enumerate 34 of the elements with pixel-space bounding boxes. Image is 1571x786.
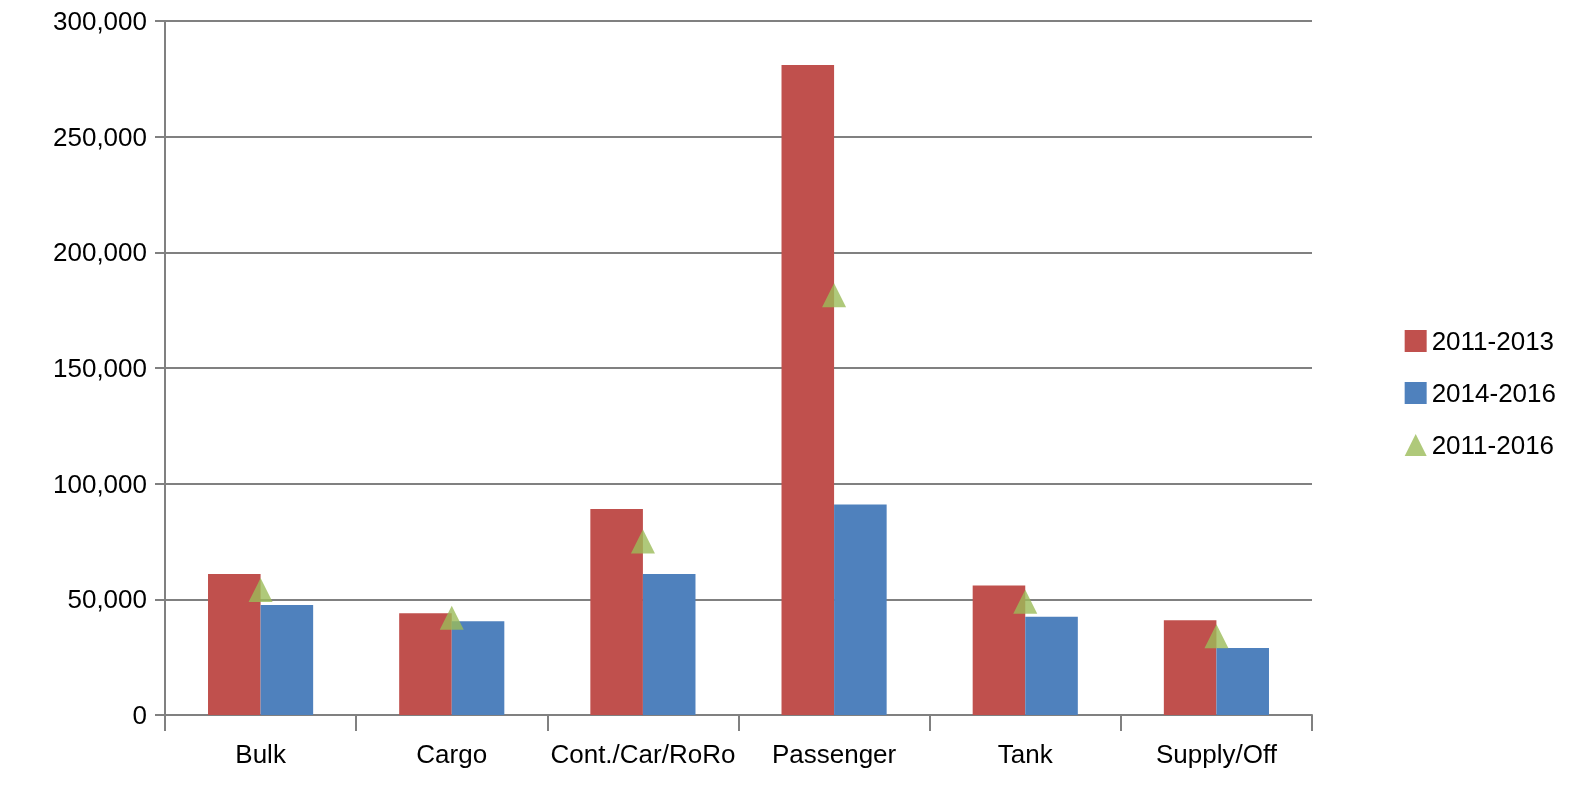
- bar: [208, 573, 261, 715]
- y-tick-label: 100,000: [53, 468, 147, 499]
- legend-label: 2011-2016: [1431, 430, 1555, 460]
- point: [439, 605, 464, 630]
- bar: [972, 585, 1026, 715]
- bar: [781, 64, 835, 715]
- x-tick-label: Bulk: [235, 739, 287, 769]
- point: [1204, 624, 1229, 649]
- bar: [1216, 647, 1269, 715]
- y-tick-label: 250,000: [53, 121, 147, 152]
- x-tick-label: Cont./Car/RoRo: [550, 739, 736, 769]
- point: [248, 578, 273, 603]
- y-tick-label: 50,000: [67, 584, 147, 615]
- y-tick-label: 200,000: [53, 237, 147, 268]
- point: [1013, 589, 1038, 614]
- legend-label: 2011-2013: [1431, 326, 1555, 356]
- point: [630, 529, 655, 554]
- bar: [1163, 620, 1217, 715]
- bar: [834, 504, 887, 715]
- x-tick-label: Tank: [997, 739, 1054, 769]
- legend-label: 2014-2016: [1431, 378, 1557, 408]
- bar: [590, 509, 643, 715]
- point: [822, 283, 847, 308]
- bar: [399, 613, 452, 715]
- bar: [451, 621, 505, 715]
- bar: [642, 573, 696, 715]
- bar: [260, 605, 314, 715]
- y-tick-label: 300,000: [53, 6, 147, 36]
- bar: [1025, 616, 1078, 715]
- x-tick-label: Passenger: [771, 739, 897, 769]
- y-tick-label: 0: [132, 700, 147, 730]
- x-tick-label: Cargo: [416, 739, 488, 769]
- x-tick-label: Supply/Off: [1155, 739, 1278, 769]
- y-tick-label: 150,000: [53, 353, 147, 383]
